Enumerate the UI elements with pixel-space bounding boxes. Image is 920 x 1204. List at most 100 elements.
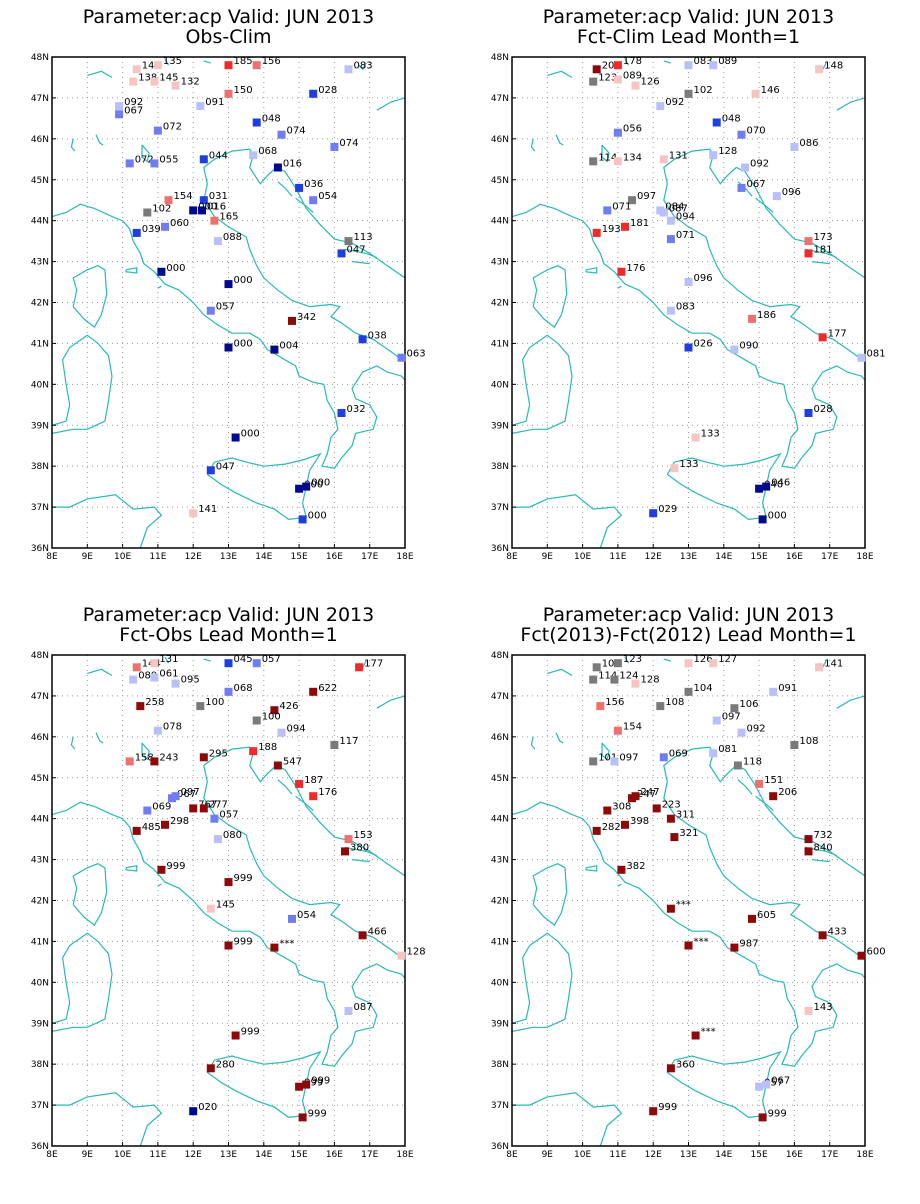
lat-tick-label: 42N <box>491 299 509 309</box>
lon-tick-label: 11E <box>149 552 166 562</box>
coast-line <box>52 203 405 469</box>
coast-line <box>344 248 378 259</box>
station-marker <box>592 663 601 672</box>
lon-tick-label: 11E <box>149 1150 166 1160</box>
station-marker <box>592 826 601 835</box>
station-value-label: 090 <box>739 341 758 352</box>
station-marker <box>150 673 159 682</box>
station-value-label: 097 <box>619 752 638 763</box>
station-marker <box>309 196 318 205</box>
station-value-label: 070 <box>747 126 766 137</box>
station-marker <box>592 65 601 74</box>
lat-tick-label: 43N <box>31 856 49 866</box>
coast-line <box>141 144 150 163</box>
lon-tick-label: 9E <box>82 552 94 562</box>
station-value-label: 999 <box>658 1102 677 1113</box>
coast-line <box>70 736 76 750</box>
lat-tick-label: 38N <box>31 462 49 472</box>
coast-line <box>547 70 573 79</box>
station-marker <box>613 61 622 70</box>
station-value-label: 188 <box>258 742 277 753</box>
panel-title: Parameter:acp Valid: JUN 2013 <box>83 6 374 28</box>
station-marker <box>804 847 813 856</box>
station-value-label: 298 <box>170 816 189 827</box>
lon-tick-label: 10E <box>574 552 591 562</box>
station-marker <box>649 1107 658 1116</box>
coast-line <box>836 695 865 709</box>
lat-tick-label: 47N <box>491 692 509 702</box>
lat-tick-label: 48N <box>491 53 509 63</box>
station-value-label: 032 <box>347 404 366 415</box>
lon-tick-label: 8E <box>506 552 518 562</box>
station-value-label: 020 <box>198 1102 217 1113</box>
coast-line <box>555 732 564 744</box>
station-marker <box>631 679 640 688</box>
station-value-label: 074 <box>287 126 306 137</box>
coast-line <box>206 1050 322 1119</box>
lon-tick-label: 10E <box>574 1150 591 1160</box>
lat-tick-label: 46N <box>31 733 49 743</box>
lat-tick-label: 45N <box>491 176 509 186</box>
lat-tick-label: 36N <box>491 544 509 554</box>
station-value-label: 040 <box>764 480 783 491</box>
station-marker <box>613 75 622 84</box>
station-value-label: 000 <box>234 275 253 286</box>
station-value-label: 000 <box>311 478 330 489</box>
station-value-label: 178 <box>623 56 642 67</box>
station-value-label: 067 <box>771 1076 790 1087</box>
coast-line <box>755 197 774 213</box>
station-value-label: 063 <box>407 349 426 360</box>
station-marker <box>210 216 219 225</box>
coastline <box>52 656 405 1146</box>
station-value-label: 057 <box>216 302 235 313</box>
station-marker <box>153 726 162 735</box>
station-value-label: 072 <box>163 122 182 133</box>
lat-tick-label: 40N <box>31 978 49 988</box>
coast-line <box>52 494 163 548</box>
station-value-label: 999 <box>311 1076 330 1087</box>
lat-tick-label: 41N <box>491 937 509 947</box>
station-value-label: 209 <box>602 60 621 71</box>
station-marker <box>224 659 233 668</box>
station-marker <box>298 1113 307 1122</box>
station-marker <box>309 89 318 98</box>
panel-subtitle: Fct-Clim Lead Month=1 <box>577 26 800 48</box>
station-value-label: 067 <box>124 105 143 116</box>
station-value-label: 987 <box>739 939 758 950</box>
station-marker <box>857 951 866 960</box>
lat-tick-label: 46N <box>31 135 49 145</box>
coast-line <box>203 60 211 64</box>
station-value-label: 028 <box>814 404 833 415</box>
lon-tick-label: 16E <box>786 1150 803 1160</box>
station-value-label: 999 <box>768 1108 787 1119</box>
station-value-label: 466 <box>368 926 387 937</box>
lon-tick-label: 13E <box>680 552 697 562</box>
station-marker <box>709 659 718 668</box>
station-value-label: 123 <box>598 73 617 84</box>
lon-tick-label: 11E <box>609 1150 626 1160</box>
station-marker <box>815 663 824 672</box>
station-value-label: 177 <box>364 658 383 669</box>
station-marker <box>666 1064 675 1073</box>
station-marker <box>277 130 286 139</box>
station-marker <box>358 335 367 344</box>
station-value-label: 247 <box>641 787 660 798</box>
station-value-label: 029 <box>658 504 677 515</box>
coast-line <box>376 695 405 709</box>
lat-tick-label: 42N <box>31 897 49 907</box>
station-marker <box>741 163 749 172</box>
coast-line <box>70 138 76 152</box>
station-marker <box>670 833 679 842</box>
station-marker <box>224 343 233 352</box>
station-value-label: 600 <box>867 947 886 958</box>
coast-line <box>663 746 865 961</box>
station-value-label: 153 <box>354 830 373 841</box>
coast-line <box>164 58 170 66</box>
station-value-label: 016 <box>207 201 226 212</box>
station-marker <box>730 345 739 354</box>
lat-tick-label: 44N <box>31 217 49 227</box>
station-marker <box>196 102 205 111</box>
station-marker <box>199 804 208 813</box>
